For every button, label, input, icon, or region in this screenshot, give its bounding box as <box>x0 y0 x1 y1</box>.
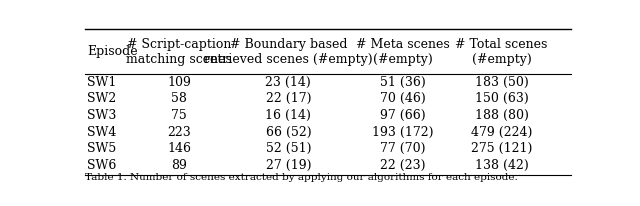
Text: 193 (172): 193 (172) <box>372 126 433 139</box>
Text: 223: 223 <box>167 126 191 139</box>
Text: 138 (42): 138 (42) <box>475 159 529 172</box>
Text: 188 (80): 188 (80) <box>475 109 529 122</box>
Text: # Script-caption
matching scenes: # Script-caption matching scenes <box>126 38 232 66</box>
Text: 23 (14): 23 (14) <box>266 76 311 89</box>
Text: 51 (36): 51 (36) <box>380 76 425 89</box>
Text: SW1: SW1 <box>88 76 117 89</box>
Text: 27 (19): 27 (19) <box>266 159 311 172</box>
Text: 146: 146 <box>167 142 191 155</box>
Text: 479 (224): 479 (224) <box>471 126 532 139</box>
Text: 16 (14): 16 (14) <box>266 109 311 122</box>
Text: 150 (63): 150 (63) <box>475 92 529 105</box>
Text: 89: 89 <box>172 159 187 172</box>
Text: # Total scenes
(#empty): # Total scenes (#empty) <box>456 38 548 66</box>
Text: # Boundary based
retrieved scenes (#empty): # Boundary based retrieved scenes (#empt… <box>204 38 372 66</box>
Text: 97 (66): 97 (66) <box>380 109 425 122</box>
Text: 58: 58 <box>172 92 187 105</box>
Text: 77 (70): 77 (70) <box>380 142 425 155</box>
Text: SW4: SW4 <box>88 126 117 139</box>
Text: SW2: SW2 <box>88 92 116 105</box>
Text: 75: 75 <box>172 109 187 122</box>
Text: Episode: Episode <box>88 45 138 58</box>
Text: 52 (51): 52 (51) <box>266 142 311 155</box>
Text: # Meta scenes
(#empty): # Meta scenes (#empty) <box>356 38 449 66</box>
Text: SW5: SW5 <box>88 142 116 155</box>
Text: 22 (17): 22 (17) <box>266 92 311 105</box>
Text: 109: 109 <box>167 76 191 89</box>
Text: Table 1. Number of scenes extracted by applying our algorithms for each episode.: Table 1. Number of scenes extracted by a… <box>85 173 518 182</box>
Text: 22 (23): 22 (23) <box>380 159 425 172</box>
Text: SW3: SW3 <box>88 109 117 122</box>
Text: 275 (121): 275 (121) <box>471 142 532 155</box>
Text: 66 (52): 66 (52) <box>266 126 311 139</box>
Text: SW6: SW6 <box>88 159 117 172</box>
Text: 70 (46): 70 (46) <box>380 92 425 105</box>
Text: 183 (50): 183 (50) <box>475 76 529 89</box>
